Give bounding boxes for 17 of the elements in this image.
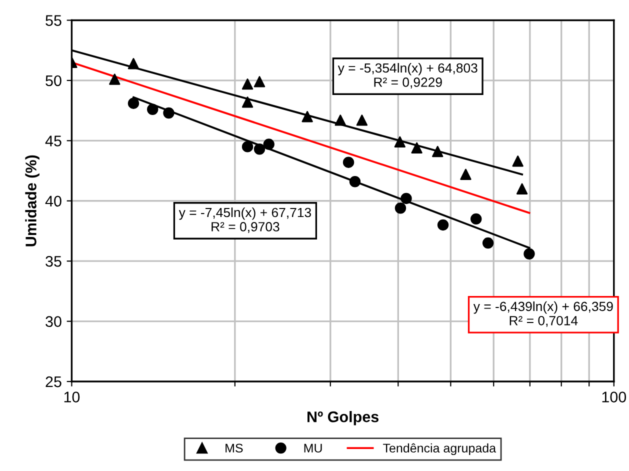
y-tick-label: 50	[46, 75, 62, 86]
legend-label: Tendência agrupada	[383, 443, 496, 456]
annotation: y = -6,439ln(x) + 66,359 R² = 0,7014	[473, 301, 613, 327]
y-axis-title: Umidade (%)	[25, 155, 40, 246]
x-axis-title: Nº Golpes	[308, 411, 378, 426]
annotation: y = -7,45ln(x) + 67,713 R² = 0,9703	[178, 207, 312, 233]
legend-label: MS	[226, 444, 243, 453]
y-tick-label: 40	[45, 196, 62, 207]
x-tick-label: 10	[64, 392, 80, 402]
y-tick-label: 25	[46, 376, 62, 388]
y-tick-label: 55	[46, 15, 62, 26]
x-tick-label: 100	[602, 392, 626, 402]
annotation: y = -5,354ln(x) + 64,803 R² = 0,9229	[338, 62, 478, 88]
legend-label: MU	[304, 444, 322, 453]
y-tick-label: 30	[46, 316, 62, 327]
y-tick-label: 35	[46, 256, 62, 267]
y-tick-label: 45	[45, 136, 62, 146]
